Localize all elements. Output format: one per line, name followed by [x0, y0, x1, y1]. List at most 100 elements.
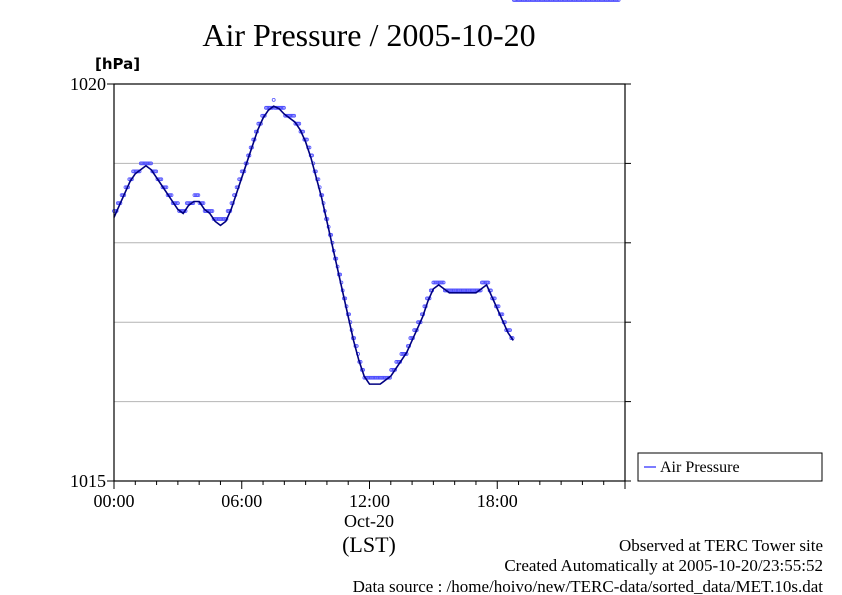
- data-point: [366, 375, 371, 380]
- data-point: [612, 0, 617, 2]
- data-point: [460, 288, 465, 293]
- data-point: [528, 0, 533, 2]
- data-point: [209, 209, 213, 213]
- data-point: [541, 0, 546, 2]
- data-point: [524, 0, 529, 2]
- data-point: [549, 0, 553, 2]
- data-point: [555, 0, 560, 2]
- grid-lines: [114, 162, 625, 403]
- data-point: [464, 288, 469, 293]
- data-point: [486, 280, 491, 285]
- data-point: [192, 193, 197, 198]
- x-tick-label: 18:00: [477, 491, 518, 511]
- data-point: [554, 0, 558, 2]
- data-point: [527, 0, 532, 2]
- data-point: [380, 375, 385, 380]
- chart-title: Air Pressure / 2005-10-20: [202, 17, 535, 53]
- x-axis-label: (LST): [342, 532, 396, 557]
- data-point: [145, 161, 150, 166]
- data-point: [152, 169, 157, 174]
- data-point: [561, 0, 566, 2]
- data-point: [482, 280, 487, 285]
- data-point: [280, 105, 285, 110]
- data-point: [377, 375, 382, 380]
- data-point: [386, 375, 391, 380]
- data-point: [381, 375, 386, 380]
- y-axis-unit: [hPa]: [95, 55, 140, 73]
- data-point: [454, 288, 459, 293]
- data-point: [547, 0, 552, 2]
- data-point: [279, 105, 284, 110]
- data-point: [394, 359, 399, 364]
- data-point: [186, 201, 191, 206]
- data-point: [545, 0, 549, 2]
- x-tick-label: 00:00: [93, 491, 134, 511]
- data-point: [565, 0, 570, 2]
- data-point: [140, 161, 145, 166]
- data-point: [536, 0, 541, 2]
- data-point: [290, 113, 295, 118]
- data-point: [579, 0, 584, 2]
- data-point: [220, 217, 225, 221]
- data-point: [412, 328, 417, 333]
- data-point: [597, 0, 602, 2]
- data-point: [159, 177, 164, 182]
- data-point: [292, 113, 297, 118]
- data-point: [400, 352, 405, 356]
- data-point: [390, 367, 395, 372]
- data-point: [577, 0, 581, 2]
- data-point: [523, 0, 528, 2]
- legend: Air Pressure: [637, 452, 823, 482]
- data-point: [371, 375, 376, 380]
- data-point: [552, 0, 557, 2]
- data-point: [520, 0, 525, 2]
- data-point: [141, 161, 146, 166]
- data-point: [481, 280, 486, 285]
- data-point: [564, 0, 569, 2]
- data-point: [601, 0, 606, 2]
- data-point: [615, 0, 620, 2]
- data-point: [602, 0, 607, 2]
- data-point: [465, 288, 470, 293]
- data-point: [463, 288, 468, 293]
- data-point: [518, 0, 523, 2]
- data-point: [534, 0, 539, 2]
- data-point: [367, 375, 372, 380]
- data-point: [289, 113, 294, 118]
- data-point: [616, 0, 621, 2]
- data-point: [448, 288, 452, 293]
- data-point: [550, 0, 555, 2]
- data-point: [473, 288, 478, 293]
- data-point: [511, 0, 516, 2]
- data-point: [591, 0, 595, 2]
- data-point: [432, 280, 437, 285]
- data-point: [393, 367, 397, 372]
- data-point: [587, 0, 592, 2]
- data-point: [219, 217, 224, 221]
- data-point: [605, 0, 610, 2]
- data-point: [142, 161, 147, 166]
- data-point: [531, 0, 535, 2]
- data-point: [131, 169, 136, 174]
- data-point: [455, 288, 460, 293]
- data-point: [543, 0, 548, 2]
- data-point: [282, 105, 286, 110]
- data-point: [596, 0, 601, 2]
- data-point: [607, 0, 612, 2]
- data-point: [389, 367, 394, 372]
- data-point: [375, 375, 380, 380]
- data-point: [370, 375, 374, 380]
- data-point: [551, 0, 556, 2]
- data-point: [522, 0, 526, 2]
- data-point: [471, 288, 475, 293]
- data-point: [519, 0, 524, 2]
- data-point: [584, 0, 589, 2]
- data-point: [196, 193, 201, 198]
- data-point: [451, 288, 456, 293]
- data-point: [457, 288, 461, 293]
- data-point: [582, 0, 587, 2]
- data-point: [609, 0, 613, 2]
- data-point: [514, 0, 519, 2]
- data-point: [368, 375, 373, 380]
